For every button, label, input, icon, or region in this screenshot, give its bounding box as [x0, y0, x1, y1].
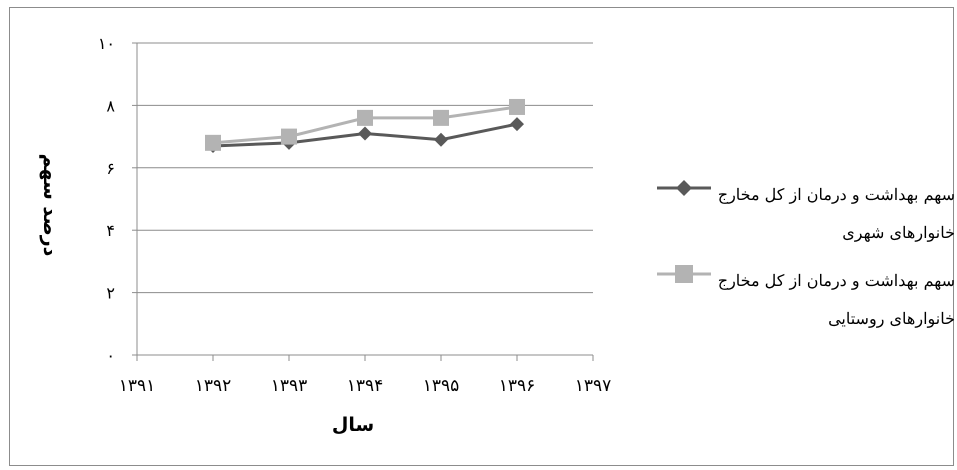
data-point-square: [281, 128, 297, 145]
y-tick-label: ۱۰: [98, 34, 115, 53]
x-tick-label: ۱۳۹۲: [195, 376, 232, 396]
legend-item-rural: سهم بهداشت و درمان از کل مخارج خانوارهای…: [655, 262, 955, 346]
axes: ۰ ۲ ۴ ۶ ۸ ۱۰ ۱۳۹۱ ۱۳۹۲ ۱۳۹۳ ۱۳۹۴ ۱۳۹۵ ۱۳۹۶ ۱۳۹۷: [98, 34, 611, 396]
data-point-diamond: [358, 126, 372, 141]
y-tick-label: ۰: [106, 346, 115, 365]
chart-frame: ۰ ۲ ۴ ۶ ۸ ۱۰ ۱۳۹۱ ۱۳۹۲ ۱۳۹۳ ۱۳۹۴ ۱۳۹۵ ۱۳۹۶ ۱۳۹۷ سال …: [9, 7, 955, 466]
legend-label-urban: سهم بهداشت و درمان از کل مخارج خانوارهای…: [717, 185, 955, 242]
x-axis-title: سال: [332, 414, 374, 436]
y-tick-label: ۴: [106, 221, 115, 240]
legend-item-urban: سهم بهداشت و درمان از کل مخارج خانوارهای…: [655, 176, 955, 260]
x-tick-label: ۱۳۹۷: [575, 376, 612, 396]
series-rural: [205, 98, 525, 151]
legend-label-rural: سهم بهداشت و درمان از کل مخارج خانوارهای…: [717, 271, 955, 328]
x-tick-label: ۱۳۹۶: [499, 376, 536, 396]
data-point-diamond: [434, 132, 448, 147]
legend: سهم بهداشت و درمان از کل مخارج خانوارهای…: [655, 176, 955, 356]
y-tick-label: ۲: [106, 284, 115, 303]
y-tick-label: ۸: [106, 96, 115, 115]
legend-marker-square: [657, 265, 711, 283]
legend-marker-diamond: [657, 180, 711, 196]
series-layer: [205, 98, 525, 153]
y-axis-title: درصد سهم: [39, 154, 61, 257]
data-point-diamond: [510, 117, 524, 132]
x-tick-label: ۱۳۹۱: [119, 376, 156, 396]
data-point-square: [433, 109, 449, 126]
x-tick-label: ۱۳۹۳: [271, 376, 308, 396]
grid-lines: [137, 42, 593, 294]
x-tick-label: ۱۳۹۵: [423, 376, 460, 396]
data-point-square: [205, 134, 221, 151]
data-point-square: [357, 109, 373, 126]
x-tick-label: ۱۳۹۴: [347, 376, 384, 396]
y-tick-label: ۶: [106, 159, 115, 178]
data-point-square: [509, 98, 525, 115]
